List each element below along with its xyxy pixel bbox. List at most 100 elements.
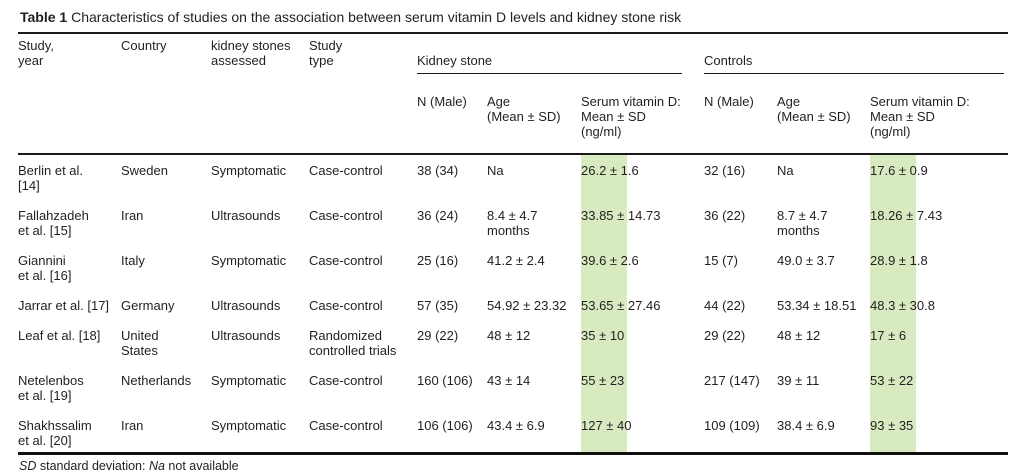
cell-n-male-ctrl: 217 (147) — [704, 373, 760, 388]
cell-age-case: 41.2 ± 2.4 — [487, 253, 545, 268]
col-header-assessed: kidney stones assessed — [211, 34, 309, 155]
column-header-row: N (Male) Age (Mean ± SD) Serum vitamin D… — [18, 89, 1009, 155]
cell-n-male-case: 57 (35) — [417, 298, 459, 313]
cell-study: Giannini et al. [16] — [18, 253, 72, 283]
cell-study: Berlin et al. [14] — [18, 163, 84, 193]
group-header-row: Study, year Country kidney stones assess… — [18, 34, 1008, 155]
table-row: Netelenbos et al. [19] Netherlands Sympt… — [18, 365, 1009, 410]
cell-n-male-case: 106 (106) — [417, 410, 487, 455]
col-header-vitd-case: Serum vitamin D: Mean ± SD (ng/ml) — [581, 89, 704, 155]
cell-n-male-ctrl: 44 (22) — [704, 298, 746, 313]
cell-n-male-case: 25 (16) — [417, 253, 459, 268]
cell-assessed: Ultrasounds — [211, 298, 281, 313]
cell-n-male-ctrl: 29 (22) — [704, 328, 746, 343]
cell-age-ctrl: Na — [777, 163, 794, 178]
cell-assessed: Symptomatic — [211, 410, 309, 455]
cell-vitd-case-highlighted: 127 ± 40 — [581, 410, 704, 455]
table-header: Study, year Country kidney stones assess… — [18, 34, 1009, 155]
cell-n-male-ctrl: 36 (22) — [704, 208, 746, 223]
cell-study: Fallahzadeh et al. [15] — [18, 208, 89, 238]
cell-country: United States — [121, 328, 159, 358]
footnote-na-text: not available — [164, 459, 239, 473]
cell-study-type: Case-control — [309, 208, 383, 223]
cell-assessed: Symptomatic — [211, 253, 287, 268]
cell-country: Netherlands — [121, 373, 192, 388]
cell-age-ctrl: 48 ± 12 — [777, 328, 821, 343]
cell-age-case: 43.4 ± 6.9 — [487, 410, 581, 455]
cell-assessed: Symptomatic — [211, 163, 287, 178]
cell-vitd-case-highlighted: 53.65 ± 27.46 — [581, 290, 704, 320]
col-header-vitd-ctrl: Serum vitamin D: Mean ± SD (ng/ml) — [870, 89, 1009, 155]
cell-n-male-ctrl: 109 (109) — [704, 410, 777, 455]
group-header-kidney-stone: Kidney stone — [417, 34, 704, 89]
cell-study-type: Randomized controlled trials — [309, 328, 397, 358]
group-header-controls-label: Controls — [704, 53, 1005, 74]
cell-vitd-case-highlighted: 39.6 ± 2.6 — [581, 245, 704, 290]
cell-age-case: 8.4 ± 4.7 months — [487, 208, 538, 238]
cell-study-type: Case-control — [309, 253, 383, 268]
cell-country: Sweden — [121, 163, 168, 178]
cell-n-male-case: 38 (34) — [417, 163, 459, 178]
col-header-n-male-ctrl: N (Male) — [704, 89, 777, 155]
cell-age-case: 54.92 ± 23.32 — [487, 298, 567, 313]
footnote-na-abbr: Na — [148, 459, 165, 473]
table-row: Giannini et al. [16] Italy Symptomatic C… — [18, 245, 1009, 290]
cell-country: Germany — [121, 298, 175, 313]
cell-vitd-case-highlighted: 35 ± 10 — [581, 320, 704, 365]
cell-n-male-ctrl: 15 (7) — [704, 253, 738, 268]
cell-n-male-case: 36 (24) — [417, 208, 459, 223]
cell-age-ctrl: 49.0 ± 3.7 — [777, 253, 835, 268]
cell-vitd-case-highlighted: 33.85 ± 14.73 — [581, 200, 704, 245]
group-header-kidney-stone-label: Kidney stone — [417, 53, 682, 74]
footnote-sd-abbr: SD — [19, 459, 37, 473]
table-row: Jarrar et al. [17] Germany Ultrasounds C… — [18, 290, 1009, 320]
col-header-age-case: Age (Mean ± SD) — [487, 89, 581, 155]
cell-age-case: 43 ± 14 — [487, 373, 531, 388]
table-row: Berlin et al. [14] Sweden Symptomatic Ca… — [18, 154, 1009, 200]
col-header-n-male-case: N (Male) — [417, 89, 487, 155]
cell-vitd-ctrl-highlighted: 18.26 ± 7.43 — [870, 200, 1009, 245]
cell-study: Jarrar et al. [17] — [18, 298, 110, 313]
cell-assessed: Symptomatic — [211, 373, 287, 388]
cell-vitd-ctrl-highlighted: 17.6 ± 0.9 — [870, 154, 1009, 200]
cell-country: Iran — [121, 208, 144, 223]
table-number: Table 1 — [20, 9, 68, 25]
cell-vitd-ctrl-highlighted: 48.3 ± 30.8 — [870, 290, 1009, 320]
table-row: Leaf et al. [18] United States Ultrasoun… — [18, 320, 1009, 365]
cell-age-case: Na — [487, 163, 504, 178]
cell-age-ctrl: 8.7 ± 4.7 months — [777, 208, 828, 238]
cell-study: Netelenbos et al. [19] — [18, 373, 84, 403]
table-caption: Characteristics of studies on the associ… — [67, 9, 682, 25]
table-body: Berlin et al. [14] Sweden Symptomatic Ca… — [18, 154, 1009, 455]
studies-table: Study, year Country kidney stones assess… — [18, 34, 1009, 455]
cell-assessed: Ultrasounds — [211, 328, 281, 343]
cell-country: Italy — [121, 253, 145, 268]
col-header-country: Country — [121, 34, 211, 155]
col-header-study: Study, year — [18, 34, 121, 155]
cell-n-male-case: 29 (22) — [417, 328, 459, 343]
cell-study: Shakhssalim et al. [20] — [18, 410, 121, 455]
cell-age-case: 48 ± 12 — [487, 328, 531, 343]
cell-vitd-case-highlighted: 26.2 ± 1.6 — [581, 154, 704, 200]
cell-study: Leaf et al. [18] — [18, 328, 101, 343]
group-header-controls: Controls — [704, 34, 1008, 89]
cell-age-ctrl: 53.34 ± 18.51 — [777, 298, 857, 313]
table-footnote: SD standard deviation: Na not available — [18, 455, 1008, 473]
cell-age-ctrl: 38.4 ± 6.9 — [777, 410, 870, 455]
cell-n-male-ctrl: 32 (16) — [704, 163, 746, 178]
cell-country: Iran — [121, 410, 211, 455]
cell-n-male-case: 160 (106) — [417, 373, 473, 388]
cell-age-ctrl: 39 ± 11 — [777, 373, 820, 388]
cell-study-type: Case-control — [309, 410, 417, 455]
cell-vitd-case-highlighted: 55 ± 23 — [581, 365, 704, 410]
footnote-sd-text: standard deviation: — [36, 459, 149, 473]
col-header-age-ctrl: Age (Mean ± SD) — [777, 89, 870, 155]
table-title: Table 1 Characteristics of studies on th… — [18, 6, 1008, 34]
cell-assessed: Ultrasounds — [211, 208, 281, 223]
cell-vitd-ctrl-highlighted: 28.9 ± 1.8 — [870, 245, 1009, 290]
cell-study-type: Case-control — [309, 373, 383, 388]
table-row: Fallahzadeh et al. [15] Iran Ultrasounds… — [18, 200, 1009, 245]
cell-study-type: Case-control — [309, 163, 383, 178]
page: Table 1 Characteristics of studies on th… — [18, 6, 1009, 473]
table-row: Shakhssalim et al. [20] Iran Symptomatic… — [18, 410, 1009, 455]
